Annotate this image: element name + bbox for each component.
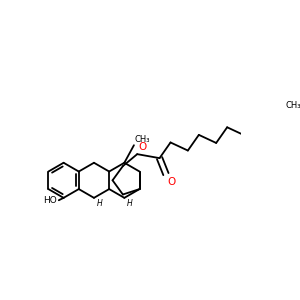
Text: HO: HO bbox=[44, 196, 57, 205]
Text: O: O bbox=[138, 142, 146, 152]
Text: CH₃: CH₃ bbox=[135, 135, 150, 144]
Text: CH₃: CH₃ bbox=[285, 101, 300, 110]
Text: H: H bbox=[96, 200, 102, 208]
Text: O: O bbox=[167, 177, 176, 187]
Text: H: H bbox=[127, 200, 133, 208]
